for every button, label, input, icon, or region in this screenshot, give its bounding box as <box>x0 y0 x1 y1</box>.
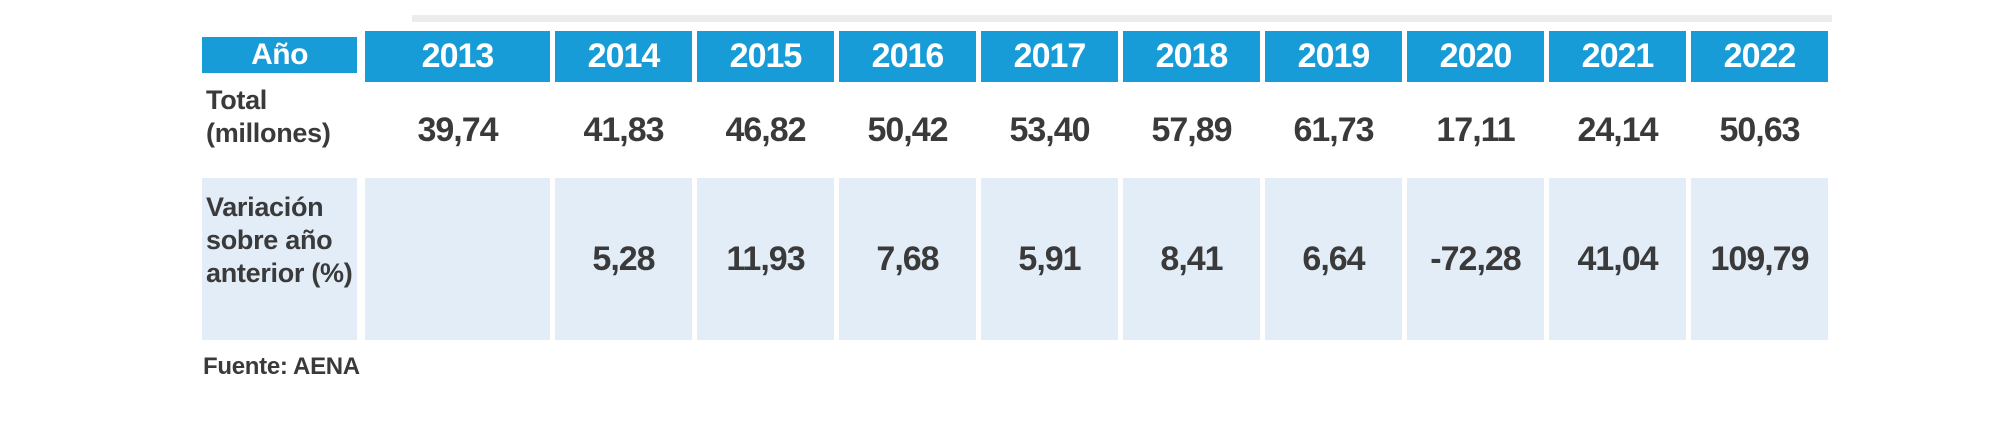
year-header-cell: 2021 <box>1549 31 1686 82</box>
year-header-cell: 2019 <box>1265 31 1402 82</box>
variacion-value-cell: 8,41 <box>1123 178 1260 340</box>
year-header-corner: Año <box>202 37 357 73</box>
total-value-cell: 46,82 <box>725 110 806 149</box>
variacion-value-cell: 5,28 <box>555 178 692 340</box>
source-note: Fuente: AENA <box>203 353 360 380</box>
total-value-cell: 39,74 <box>417 110 498 149</box>
variacion-value-cell: 41,04 <box>1549 178 1686 340</box>
total-value-cell: 61,73 <box>1293 110 1374 149</box>
total-row-label: Total (millones) <box>202 82 357 178</box>
variacion-value-cell: 5,91 <box>981 178 1118 340</box>
variacion-row-label-line3: anterior (%) <box>206 258 353 288</box>
total-value-cell: 41,83 <box>583 110 664 149</box>
cropped-row-remnant <box>412 15 1832 22</box>
variacion-value-cell: 7,68 <box>839 178 976 340</box>
year-header-cell: 2013 <box>365 31 550 82</box>
total-value-cell: 24,14 <box>1577 110 1658 149</box>
total-value-cell: 50,63 <box>1719 110 1800 149</box>
table-header-row: Año 2013 2014 2015 2016 2017 2018 2019 2… <box>202 31 1833 82</box>
variacion-value-cell: 109,79 <box>1691 178 1828 340</box>
variacion-value-cell: -72,28 <box>1407 178 1544 340</box>
year-header-cell: 2015 <box>697 31 834 82</box>
year-header-cell: 2020 <box>1407 31 1544 82</box>
total-value-cell: 50,42 <box>867 110 948 149</box>
variacion-row-label-line1: Variación <box>206 192 324 222</box>
total-value-cell: 57,89 <box>1151 110 1232 149</box>
variacion-value-cell <box>365 178 550 340</box>
year-header-cell: 2017 <box>981 31 1118 82</box>
variacion-value-cell: 6,64 <box>1265 178 1402 340</box>
total-row: Total (millones) 39,74 41,83 46,82 50,42… <box>202 82 1833 178</box>
variacion-row: Variación sobre año anterior (%) 5,28 11… <box>202 178 1833 340</box>
variacion-row-label-line2: sobre año <box>206 225 333 255</box>
total-row-label-line1: Total <box>206 85 267 115</box>
total-row-label-line2: (millones) <box>206 118 331 148</box>
year-header-cell: 2016 <box>839 31 976 82</box>
year-header-cell: 2014 <box>555 31 692 82</box>
year-header-cell: 2022 <box>1691 31 1828 82</box>
total-value-cell: 53,40 <box>1009 110 1090 149</box>
variacion-row-label: Variación sobre año anterior (%) <box>202 178 357 340</box>
total-value-cell: 17,11 <box>1436 110 1515 149</box>
year-header-cell: 2018 <box>1123 31 1260 82</box>
variacion-value-cell: 11,93 <box>697 178 834 340</box>
